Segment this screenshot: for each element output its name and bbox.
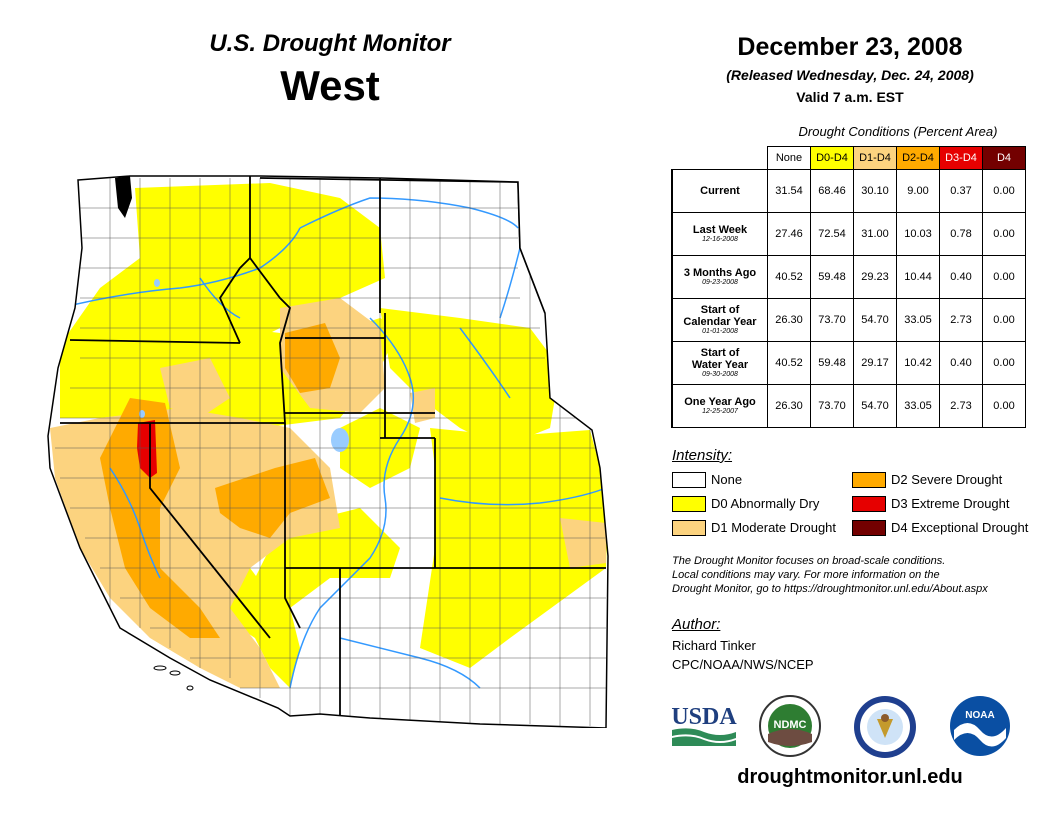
table-row: Current 31.54 68.46 30.10 9.00 0.37 0.00 — [671, 169, 1026, 213]
row-date: 12-16-2008 — [702, 236, 738, 243]
author-org: CPC/NOAA/NWS/NCEP — [672, 657, 814, 672]
legend-swatch-d0 — [672, 496, 706, 512]
d3-area — [137, 420, 157, 478]
col-none: None — [767, 146, 811, 170]
cell: 31.00 — [853, 212, 897, 256]
channel-islands — [153, 665, 194, 691]
table-row: Last Week 12-16-2008 27.46 72.54 31.00 1… — [671, 212, 1026, 256]
cell: 59.48 — [810, 255, 854, 299]
author-title: Author: — [672, 616, 721, 633]
row-label: Start of Calendar Year 01-01-2008 — [671, 298, 768, 342]
table-row: Start of Calendar Year 01-01-2008 26.30 … — [671, 298, 1026, 342]
cell: 40.52 — [767, 341, 811, 385]
cell: 73.70 — [810, 384, 854, 428]
row-date: 09-23-2008 — [702, 279, 738, 286]
cell: 26.30 — [767, 298, 811, 342]
cell: 73.70 — [810, 298, 854, 342]
cell: 0.40 — [939, 255, 983, 299]
legend-swatch-d1 — [672, 520, 706, 536]
cell: 0.37 — [939, 169, 983, 213]
row-date: 09-30-2008 — [702, 371, 738, 378]
cell: 0.78 — [939, 212, 983, 256]
cell: 2.73 — [939, 298, 983, 342]
cell: 31.54 — [767, 169, 811, 213]
row-label: One Year Ago 12-25-2007 — [671, 384, 768, 428]
cell: 59.48 — [810, 341, 854, 385]
cell: 72.54 — [810, 212, 854, 256]
cell: 54.70 — [853, 384, 897, 428]
cell: 33.05 — [896, 298, 940, 342]
drought-stats-table: None D0-D4 D1-D4 D2-D4 D3-D4 D4 Current … — [671, 146, 1026, 428]
release-date: (Released Wednesday, Dec. 24, 2008) — [726, 67, 974, 83]
table-row: Start of Water Year 09-30-2008 40.52 59.… — [671, 341, 1026, 385]
header-blank — [672, 147, 768, 170]
valid-time: Valid 7 a.m. EST — [796, 89, 904, 105]
cell: 0.00 — [982, 341, 1026, 385]
legend-label-d3: D3 Extreme Drought — [891, 496, 1010, 511]
col-d4: D4 — [982, 146, 1026, 170]
noaa-logo[interactable]: NOAA — [948, 694, 1012, 758]
legend-label-d0: D0 Abnormally Dry — [711, 496, 820, 511]
cell: 10.42 — [896, 341, 940, 385]
cell: 54.70 — [853, 298, 897, 342]
cell: 68.46 — [810, 169, 854, 213]
site-url-link[interactable]: droughtmonitor.unl.edu — [737, 766, 963, 788]
cell: 10.44 — [896, 255, 940, 299]
cell: 9.00 — [896, 169, 940, 213]
legend-label-none: None — [711, 472, 743, 487]
table-row: 3 Months Ago 09-23-2008 40.52 59.48 29.2… — [671, 255, 1026, 299]
legend-label-d2: D2 Severe Drought — [891, 472, 1003, 487]
cell: 0.00 — [982, 255, 1026, 299]
svg-text:NDMC: NDMC — [774, 719, 807, 731]
cell: 29.17 — [853, 341, 897, 385]
cell: 33.05 — [896, 384, 940, 428]
table-row: One Year Ago 12-25-2007 26.30 73.70 54.7… — [671, 384, 1026, 428]
cell: 40.52 — [767, 255, 811, 299]
legend-swatch-none — [672, 472, 706, 488]
col-d0-d4: D0-D4 — [810, 146, 854, 170]
row-label: 3 Months Ago 09-23-2008 — [671, 255, 768, 299]
puget-islands — [115, 176, 132, 218]
table-header-row: None D0-D4 D1-D4 D2-D4 D3-D4 D4 — [672, 146, 1026, 170]
drought-map — [47, 175, 609, 728]
ndmc-logo[interactable]: NDMC — [758, 694, 822, 758]
svg-text:NOAA: NOAA — [965, 710, 994, 721]
svg-text:USDA: USDA — [671, 704, 737, 730]
row-label: Current — [671, 169, 768, 213]
cell: 10.03 — [896, 212, 940, 256]
legend-label-d4: D4 Exceptional Drought — [891, 520, 1029, 535]
col-d3-d4: D3-D4 — [939, 146, 983, 170]
row-date: 01-01-2008 — [702, 328, 738, 335]
cell: 26.30 — [767, 384, 811, 428]
cell: 30.10 — [853, 169, 897, 213]
cell: 0.00 — [982, 212, 1026, 256]
legend-swatch-d4 — [852, 520, 886, 536]
cell: 0.00 — [982, 384, 1026, 428]
map-title: U.S. Drought Monitor — [209, 30, 451, 57]
cell: 0.40 — [939, 341, 983, 385]
region-outline — [47, 175, 609, 728]
cell: 0.00 — [982, 169, 1026, 213]
lakes — [139, 279, 349, 452]
cell: 27.46 — [767, 212, 811, 256]
cell: 2.73 — [939, 384, 983, 428]
col-d2-d4: D2-D4 — [896, 146, 940, 170]
col-d1-d4: D1-D4 — [853, 146, 897, 170]
row-label: Last Week 12-16-2008 — [671, 212, 768, 256]
usda-logo[interactable]: USDA — [670, 700, 738, 748]
row-date: 12-25-2007 — [702, 408, 738, 415]
cell: 0.00 — [982, 298, 1026, 342]
valid-date: December 23, 2008 — [737, 33, 963, 61]
conditions-caption: Drought Conditions (Percent Area) — [798, 124, 998, 139]
row-label: Start of Water Year 09-30-2008 — [671, 341, 768, 385]
cell: 29.23 — [853, 255, 897, 299]
author-name: Richard Tinker — [672, 638, 756, 653]
legend-swatch-d3 — [852, 496, 886, 512]
commerce-seal-logo[interactable] — [852, 694, 918, 760]
intensity-title: Intensity: — [672, 447, 733, 464]
disclaimer-note: The Drought Monitor focuses on broad-sca… — [672, 555, 988, 595]
legend-label-d1: D1 Moderate Drought — [711, 520, 837, 535]
map-region-title: West — [280, 62, 380, 109]
legend-swatch-d2 — [852, 472, 886, 488]
